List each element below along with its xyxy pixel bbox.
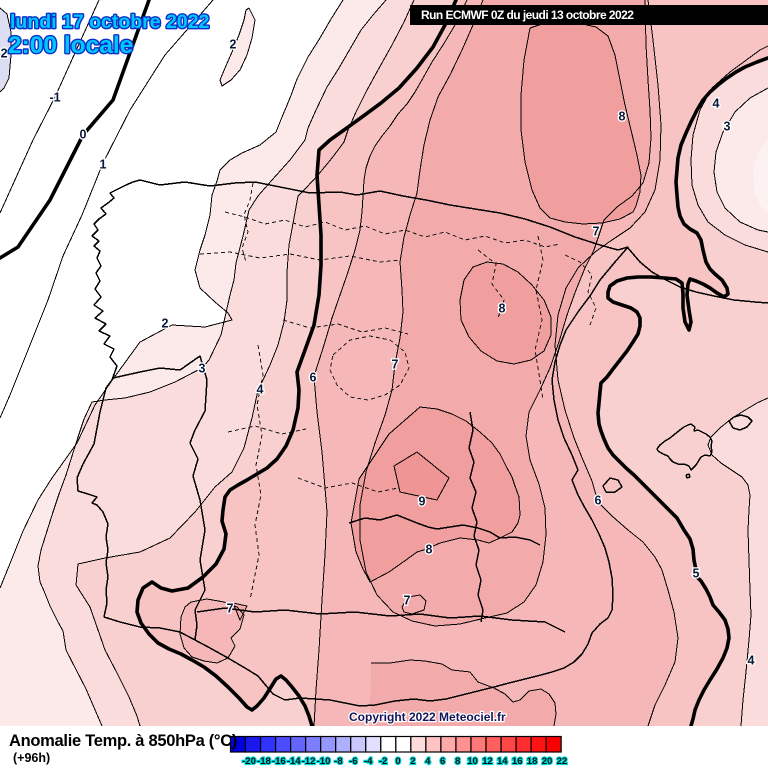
svg-text:-2: -2 bbox=[0, 47, 8, 61]
svg-text:-18: -18 bbox=[257, 756, 271, 767]
svg-text:4: 4 bbox=[257, 383, 264, 397]
svg-text:7: 7 bbox=[227, 602, 234, 616]
svg-text:2: 2 bbox=[410, 756, 415, 767]
svg-text:6: 6 bbox=[440, 756, 445, 767]
svg-text:4: 4 bbox=[748, 654, 755, 668]
svg-text:3: 3 bbox=[724, 120, 731, 134]
svg-text:4: 4 bbox=[713, 97, 720, 111]
svg-text:-12: -12 bbox=[302, 756, 316, 767]
svg-text:9: 9 bbox=[419, 495, 426, 509]
svg-text:7: 7 bbox=[404, 594, 411, 608]
svg-text:20: 20 bbox=[542, 756, 553, 767]
svg-text:8: 8 bbox=[426, 543, 433, 557]
svg-text:Anomalie Temp. à 850hPa (°C): Anomalie Temp. à 850hPa (°C) bbox=[9, 732, 237, 750]
svg-text:lundi 17 octobre 2022: lundi 17 octobre 2022 bbox=[10, 11, 210, 33]
svg-text:10: 10 bbox=[467, 756, 478, 767]
svg-text:22: 22 bbox=[557, 756, 568, 767]
svg-text:18: 18 bbox=[527, 756, 538, 767]
svg-text:4: 4 bbox=[425, 756, 431, 767]
svg-text:2:00 locale: 2:00 locale bbox=[8, 32, 133, 59]
svg-text:2: 2 bbox=[230, 38, 237, 52]
svg-text:16: 16 bbox=[512, 756, 523, 767]
svg-text:-6: -6 bbox=[349, 756, 357, 767]
svg-text:2: 2 bbox=[162, 317, 169, 331]
svg-text:0: 0 bbox=[80, 128, 87, 142]
svg-text:-16: -16 bbox=[272, 756, 286, 767]
svg-text:14: 14 bbox=[497, 756, 508, 767]
svg-text:8: 8 bbox=[455, 756, 460, 767]
svg-text:5: 5 bbox=[693, 567, 700, 581]
svg-text:6: 6 bbox=[595, 494, 602, 508]
svg-text:1: 1 bbox=[100, 158, 107, 172]
svg-text:12: 12 bbox=[482, 756, 493, 767]
svg-text:-1: -1 bbox=[49, 91, 60, 105]
svg-text:0: 0 bbox=[395, 756, 400, 767]
svg-text:-2: -2 bbox=[379, 756, 387, 767]
svg-text:8: 8 bbox=[499, 302, 506, 316]
svg-text:(+96h): (+96h) bbox=[13, 751, 50, 765]
svg-text:6: 6 bbox=[310, 371, 317, 385]
svg-text:-20: -20 bbox=[242, 756, 256, 767]
svg-text:-8: -8 bbox=[334, 756, 342, 767]
svg-text:-14: -14 bbox=[287, 756, 301, 767]
svg-text:Copyright 2022 Meteociel.fr: Copyright 2022 Meteociel.fr bbox=[349, 710, 506, 724]
svg-text:-4: -4 bbox=[364, 756, 373, 767]
svg-text:-10: -10 bbox=[317, 756, 331, 767]
svg-text:7: 7 bbox=[392, 358, 399, 372]
svg-text:3: 3 bbox=[199, 362, 206, 376]
svg-text:7: 7 bbox=[593, 225, 600, 239]
svg-text:8: 8 bbox=[619, 110, 626, 124]
